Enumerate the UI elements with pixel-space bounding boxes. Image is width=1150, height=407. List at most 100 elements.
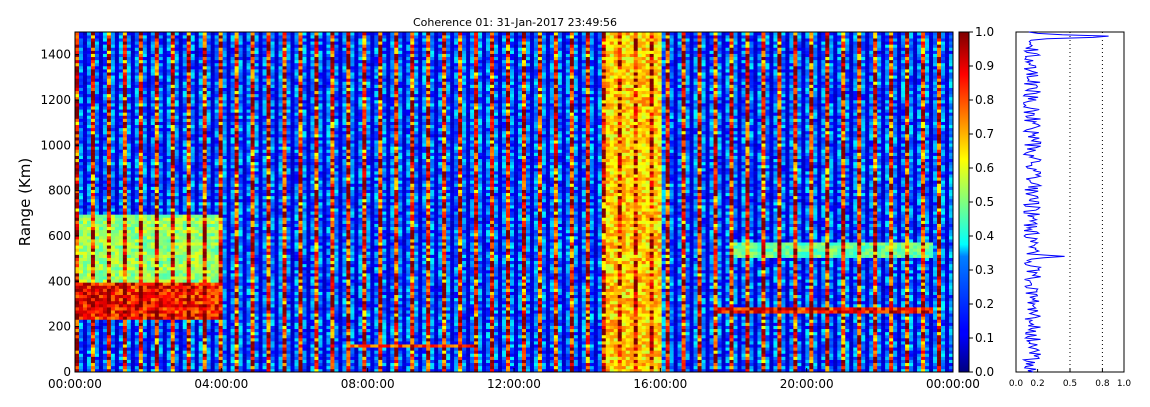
heatmap-cell bbox=[238, 189, 243, 194]
heatmap-cell bbox=[98, 158, 104, 163]
heatmap-cell bbox=[226, 189, 231, 194]
heatmap-cell bbox=[222, 90, 227, 95]
heatmap-cell bbox=[210, 192, 215, 197]
heatmap-cell bbox=[202, 50, 207, 54]
heatmap-cell bbox=[178, 353, 184, 357]
heatmap-cell bbox=[182, 350, 188, 354]
heatmap-cell bbox=[106, 331, 112, 336]
heatmap-cell bbox=[106, 115, 112, 119]
heatmap-cell bbox=[230, 288, 235, 292]
heatmap-cell bbox=[98, 202, 104, 206]
heatmap-cell bbox=[146, 106, 152, 110]
heatmap-cell bbox=[242, 325, 247, 330]
heatmap-cell bbox=[234, 344, 239, 348]
heatmap-cell bbox=[214, 168, 219, 172]
heatmap-cell bbox=[242, 251, 247, 255]
heatmap-cell bbox=[190, 257, 196, 262]
heatmap-cell bbox=[94, 341, 100, 345]
heatmap-cell bbox=[206, 62, 211, 67]
heatmap-cell bbox=[194, 189, 200, 194]
heatmap-cell bbox=[170, 121, 176, 126]
heatmap-cell bbox=[250, 263, 255, 268]
heatmap-cell bbox=[102, 155, 108, 160]
heatmap-cell bbox=[82, 149, 88, 153]
heatmap-cell bbox=[214, 245, 219, 249]
heatmap-cell bbox=[166, 152, 172, 156]
heatmap-cell bbox=[194, 140, 200, 144]
heatmap-cell bbox=[146, 53, 152, 58]
heatmap-cell bbox=[118, 149, 124, 153]
heatmap-cell bbox=[90, 236, 96, 240]
heatmap-cell bbox=[234, 331, 239, 336]
heatmap-cell bbox=[138, 325, 144, 330]
heatmap-cell bbox=[174, 239, 180, 243]
heatmap-cell bbox=[94, 168, 100, 172]
heatmap-cell bbox=[186, 56, 192, 61]
heatmap-cell bbox=[150, 140, 156, 144]
heatmap-cell bbox=[130, 319, 136, 323]
heatmap-cell bbox=[234, 285, 239, 289]
heatmap-cell bbox=[82, 319, 88, 323]
heatmap-cell bbox=[234, 121, 239, 126]
heatmap-cell bbox=[186, 134, 192, 138]
heatmap-cell bbox=[94, 158, 100, 163]
heatmap-cell bbox=[130, 87, 136, 92]
heatmap-cell bbox=[98, 149, 104, 153]
heatmap-cell bbox=[98, 341, 104, 345]
heatmap-cell bbox=[182, 294, 188, 299]
heatmap-cell bbox=[134, 41, 140, 45]
heatmap-cell bbox=[122, 319, 128, 323]
heatmap-cell bbox=[158, 297, 164, 302]
heatmap-cell bbox=[94, 183, 100, 187]
heatmap-cell bbox=[186, 226, 192, 231]
heatmap-cell bbox=[98, 365, 104, 370]
heatmap-cell bbox=[202, 35, 207, 39]
heatmap-cell bbox=[142, 282, 148, 286]
heatmap-cell bbox=[238, 223, 243, 228]
heatmap-cell bbox=[138, 35, 144, 39]
heatmap-cell bbox=[198, 189, 204, 194]
heatmap-cell bbox=[198, 149, 204, 153]
heatmap-cell bbox=[174, 353, 180, 357]
heatmap-cell bbox=[98, 242, 104, 246]
heatmap-cell bbox=[222, 294, 227, 299]
heatmap-cell bbox=[122, 41, 128, 45]
heatmap-cell bbox=[86, 331, 92, 336]
heatmap-cell bbox=[214, 75, 219, 79]
heatmap-cell bbox=[222, 350, 227, 354]
heatmap-cell bbox=[130, 41, 136, 45]
heatmap-cell bbox=[222, 328, 227, 333]
heatmap-cell bbox=[178, 319, 184, 323]
heatmap-cell bbox=[138, 276, 144, 280]
heatmap-cell bbox=[218, 198, 223, 203]
heatmap-cell bbox=[86, 279, 92, 283]
heatmap-cell bbox=[130, 143, 136, 147]
heatmap-cell bbox=[166, 304, 172, 308]
heatmap-cell bbox=[142, 78, 148, 82]
heatmap-cell bbox=[190, 134, 196, 138]
heatmap-cell bbox=[118, 208, 124, 212]
heatmap-cell bbox=[130, 294, 136, 299]
heatmap-cell bbox=[246, 41, 251, 45]
heatmap-cell bbox=[126, 180, 132, 184]
heatmap-cell bbox=[78, 130, 84, 135]
heatmap-cell bbox=[138, 90, 144, 95]
heatmap-cell bbox=[250, 356, 255, 360]
heatmap-cell bbox=[138, 87, 144, 92]
heatmap-cell bbox=[178, 109, 184, 113]
heatmap-cell bbox=[154, 316, 160, 320]
heatmap-cell bbox=[154, 279, 160, 283]
heatmap-cell bbox=[75, 226, 80, 231]
heatmap-cell bbox=[158, 350, 164, 354]
heatmap-cell bbox=[218, 263, 223, 268]
heatmap-cell bbox=[186, 183, 192, 187]
heatmap-cell bbox=[178, 334, 184, 339]
heatmap-cell bbox=[98, 183, 104, 187]
heatmap-cell bbox=[170, 344, 176, 348]
heatmap-cell bbox=[150, 276, 156, 280]
heatmap-cell bbox=[94, 304, 100, 308]
heatmap-cell bbox=[106, 44, 112, 48]
heatmap-cell bbox=[218, 297, 223, 302]
heatmap-cell bbox=[78, 164, 84, 169]
heatmap-cell bbox=[198, 254, 204, 258]
